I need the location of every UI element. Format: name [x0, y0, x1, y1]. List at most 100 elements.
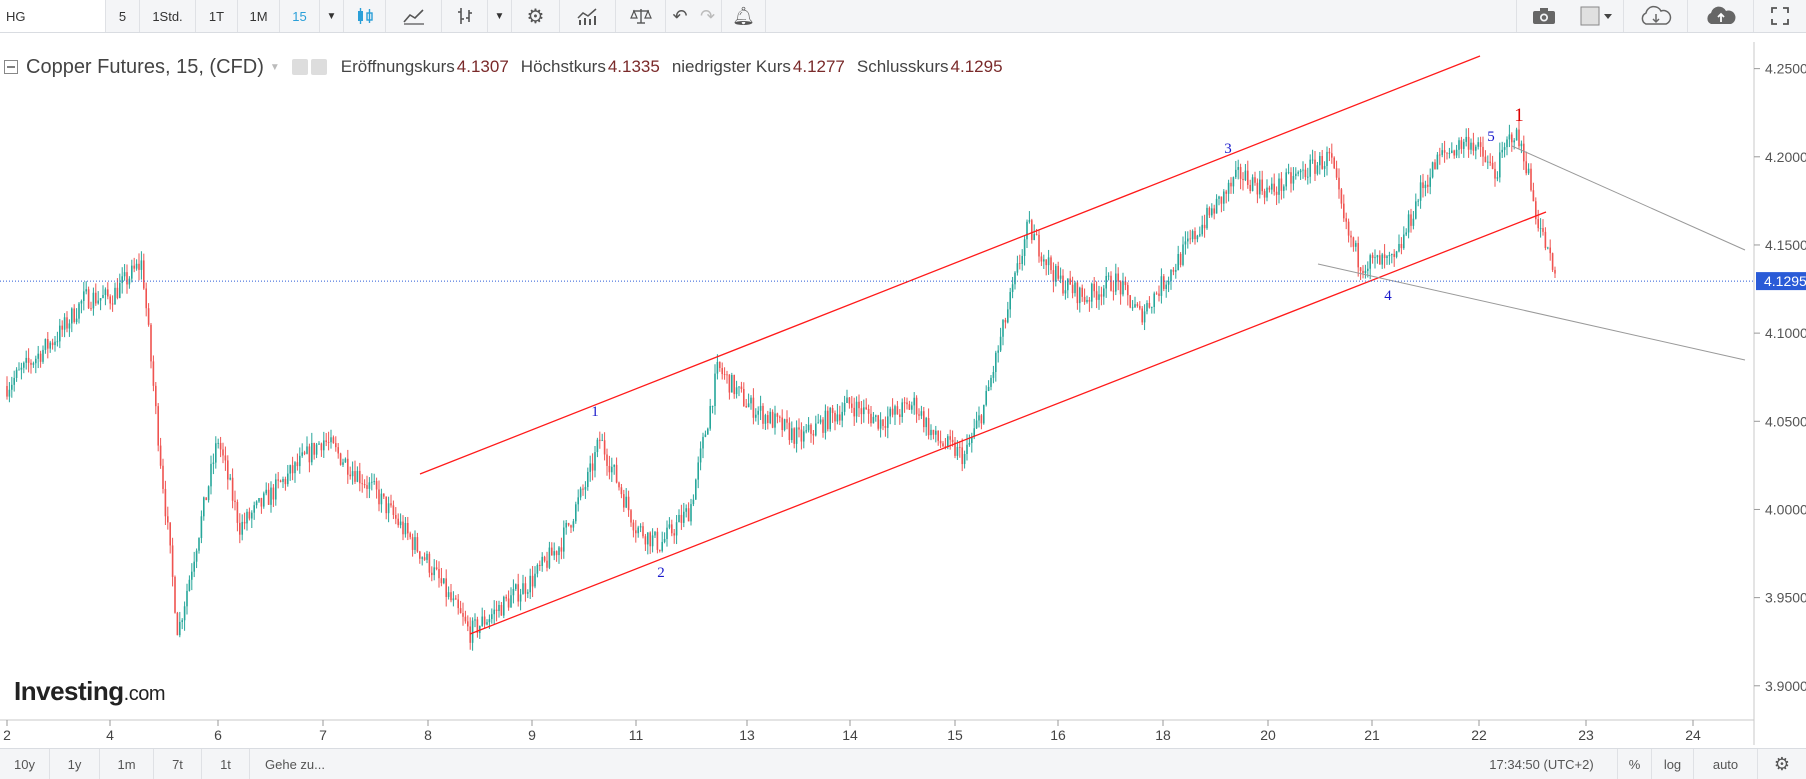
candle-body — [1357, 243, 1359, 268]
candle-body — [776, 413, 779, 417]
candle-body — [503, 596, 505, 616]
candle-body — [654, 531, 656, 536]
channel-lower-line[interactable] — [469, 211, 1547, 635]
candle-body — [719, 361, 721, 369]
indicators-button[interactable] — [560, 0, 616, 32]
interval-1h-button[interactable]: 1Std. — [140, 0, 196, 32]
candle-body — [1167, 280, 1170, 285]
trend-line-lower[interactable] — [1317, 263, 1746, 361]
candle-body — [1050, 257, 1052, 271]
candle-body — [548, 547, 551, 568]
interval-5-button[interactable]: 5 — [106, 0, 140, 32]
candle-body — [191, 571, 193, 580]
candle-body — [733, 375, 735, 395]
candle-body — [359, 470, 361, 484]
candle-body — [198, 538, 200, 551]
candle-body — [294, 462, 296, 474]
candle-body — [800, 429, 803, 442]
clock[interactable]: 17:34:50 (UTC+2) — [1466, 749, 1618, 779]
candle-body — [1110, 275, 1112, 291]
candle-body — [1285, 172, 1287, 187]
candle-body — [1179, 253, 1182, 265]
candle-body — [1170, 269, 1172, 281]
bars-button[interactable] — [442, 0, 488, 32]
auto-toggle[interactable]: auto — [1694, 749, 1758, 779]
candle-body — [1019, 263, 1021, 265]
eye-icon[interactable] — [291, 59, 308, 75]
candle-body — [27, 357, 30, 363]
symbol-input[interactable]: HG — [0, 0, 106, 32]
candle-body — [788, 422, 791, 441]
range-1t-button[interactable]: 1t — [202, 749, 250, 779]
cloud-load-button[interactable] — [1624, 0, 1688, 32]
candle-body — [1362, 270, 1364, 274]
interval-1m-button[interactable]: 1M — [238, 0, 280, 32]
percent-toggle[interactable]: % — [1618, 749, 1652, 779]
goto-button[interactable]: Gehe zu... — [250, 749, 340, 779]
candle-body — [143, 260, 145, 289]
compare-button[interactable] — [616, 0, 666, 32]
fullscreen-button[interactable] — [1754, 0, 1806, 32]
candle-body — [1141, 308, 1143, 323]
candle-body — [663, 538, 666, 542]
gear-icon[interactable] — [310, 59, 327, 75]
x-tick-label: 11 — [629, 727, 644, 743]
candle-body — [1242, 178, 1244, 181]
y-tick-label: 4.2500 — [1765, 61, 1806, 77]
candle-body — [639, 526, 642, 528]
candle-body — [512, 588, 515, 596]
range-7t-button[interactable]: 7t — [154, 749, 202, 779]
candle-body — [450, 592, 452, 601]
candle-body — [1155, 293, 1158, 295]
candle-body — [435, 567, 438, 570]
price-chart[interactable]: 4.2500 4.2000 4.1500 4.1000 4.0500 4.0000 3.95… — [0, 33, 1806, 778]
interval-15-button[interactable]: 15 — [280, 0, 320, 32]
candle-body — [1295, 173, 1297, 176]
candle-body — [78, 303, 80, 319]
candle-body — [457, 599, 459, 609]
area-chart-button[interactable] — [386, 0, 442, 32]
range-1y-button[interactable]: 1y — [50, 749, 100, 779]
redo-button[interactable]: ↷ — [694, 0, 722, 32]
candle-body — [908, 404, 911, 410]
interval-dropdown[interactable]: ▼ — [320, 0, 344, 32]
range-10y-button[interactable]: 10y — [0, 749, 50, 779]
candle-body — [661, 541, 663, 551]
screenshot-button[interactable] — [1516, 0, 1570, 32]
log-toggle[interactable]: log — [1652, 749, 1694, 779]
settings-button[interactable]: ⚙ — [1758, 749, 1806, 779]
time-axis[interactable]: 2 4 6 7 8 9 11 13 14 15 16 18 20 21 22 23 24 — [0, 719, 1754, 743]
candle-body — [193, 561, 195, 572]
price-axis[interactable]: 4.2500 4.2000 4.1500 4.1000 4.0500 4.0000 3.95… — [1753, 42, 1806, 745]
interval-1d-button[interactable]: 1T — [196, 0, 238, 32]
candle-body — [241, 521, 243, 535]
x-tick-label: 23 — [1578, 727, 1594, 743]
candle-body — [135, 263, 138, 269]
candle-body — [1395, 251, 1398, 257]
candle-body — [1115, 273, 1117, 292]
candle-body — [1273, 183, 1275, 192]
candles-button[interactable] — [344, 0, 386, 32]
candle-body — [1213, 208, 1215, 214]
candle-body — [1002, 320, 1004, 337]
candle-body — [445, 578, 447, 597]
candle-body — [6, 386, 8, 397]
trend-line-upper[interactable] — [1511, 145, 1746, 251]
chart-type-dropdown[interactable]: ▼ — [488, 0, 512, 32]
alert-button[interactable]: 🔔︎ — [722, 0, 766, 32]
candle-body — [759, 405, 762, 411]
channel-upper-line[interactable] — [419, 55, 1481, 475]
candle-body — [687, 508, 690, 522]
settings-button[interactable]: ⚙ — [512, 0, 560, 32]
candle-body — [1105, 275, 1107, 289]
undo-button[interactable]: ↶ — [666, 0, 694, 32]
cloud-save-button[interactable] — [1688, 0, 1754, 32]
range-1m-button[interactable]: 1m — [100, 749, 154, 779]
candle-body — [1429, 177, 1431, 187]
candle-body — [95, 292, 97, 304]
template-button[interactable] — [1570, 0, 1624, 32]
collapse-icon[interactable] — [4, 60, 18, 74]
candle-body — [1527, 168, 1530, 174]
bell-plus-icon: 🔔︎ — [732, 5, 755, 26]
chevron-down-icon[interactable]: ▼ — [269, 61, 280, 73]
